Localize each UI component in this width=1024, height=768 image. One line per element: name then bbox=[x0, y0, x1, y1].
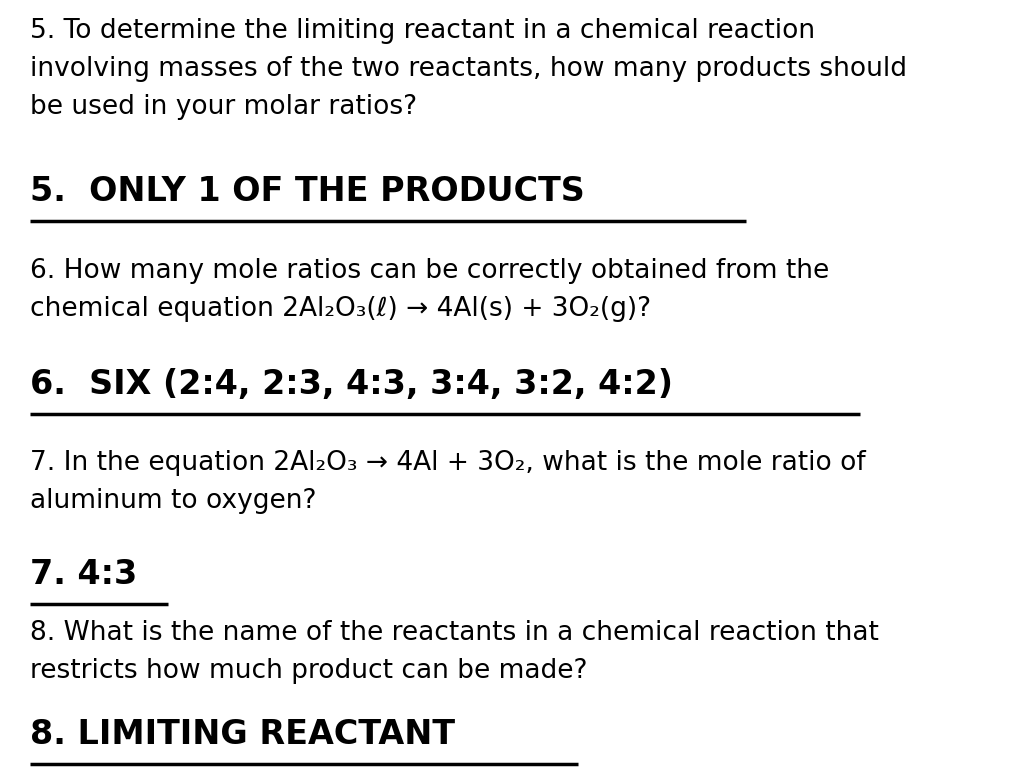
Text: 5. To determine the limiting reactant in a chemical reaction: 5. To determine the limiting reactant in… bbox=[30, 18, 815, 44]
Text: involving masses of the two reactants, how many products should: involving masses of the two reactants, h… bbox=[30, 56, 907, 82]
Text: restricts how much product can be made?: restricts how much product can be made? bbox=[30, 658, 588, 684]
Text: 8. LIMITING REACTANT: 8. LIMITING REACTANT bbox=[30, 718, 455, 751]
Text: 7. In the equation 2Al₂O₃ → 4Al + 3O₂, what is the mole ratio of: 7. In the equation 2Al₂O₃ → 4Al + 3O₂, w… bbox=[30, 450, 865, 476]
Text: 6.  SIX (2:4, 2:3, 4:3, 3:4, 3:2, 4:2): 6. SIX (2:4, 2:3, 4:3, 3:4, 3:2, 4:2) bbox=[30, 368, 673, 401]
Text: 8. What is the name of the reactants in a chemical reaction that: 8. What is the name of the reactants in … bbox=[30, 620, 879, 646]
Text: 6. How many mole ratios can be correctly obtained from the: 6. How many mole ratios can be correctly… bbox=[30, 258, 829, 284]
Text: be used in your molar ratios?: be used in your molar ratios? bbox=[30, 94, 417, 120]
Text: aluminum to oxygen?: aluminum to oxygen? bbox=[30, 488, 316, 514]
Text: 7. 4:3: 7. 4:3 bbox=[30, 558, 137, 591]
Text: chemical equation 2Al₂O₃(ℓ) → 4Al(s) + 3O₂(g)?: chemical equation 2Al₂O₃(ℓ) → 4Al(s) + 3… bbox=[30, 296, 651, 322]
Text: 5.  ONLY 1 OF THE PRODUCTS: 5. ONLY 1 OF THE PRODUCTS bbox=[30, 175, 585, 208]
